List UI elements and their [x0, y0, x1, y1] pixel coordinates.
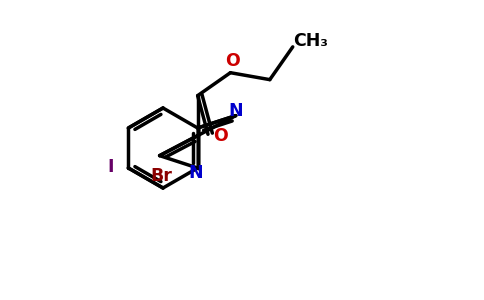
Text: I: I	[107, 158, 114, 176]
Text: N: N	[188, 164, 203, 182]
Text: CH₃: CH₃	[293, 32, 328, 50]
Text: O: O	[213, 127, 228, 145]
Text: O: O	[225, 52, 240, 70]
Text: Br: Br	[151, 167, 172, 184]
Text: N: N	[228, 102, 243, 120]
